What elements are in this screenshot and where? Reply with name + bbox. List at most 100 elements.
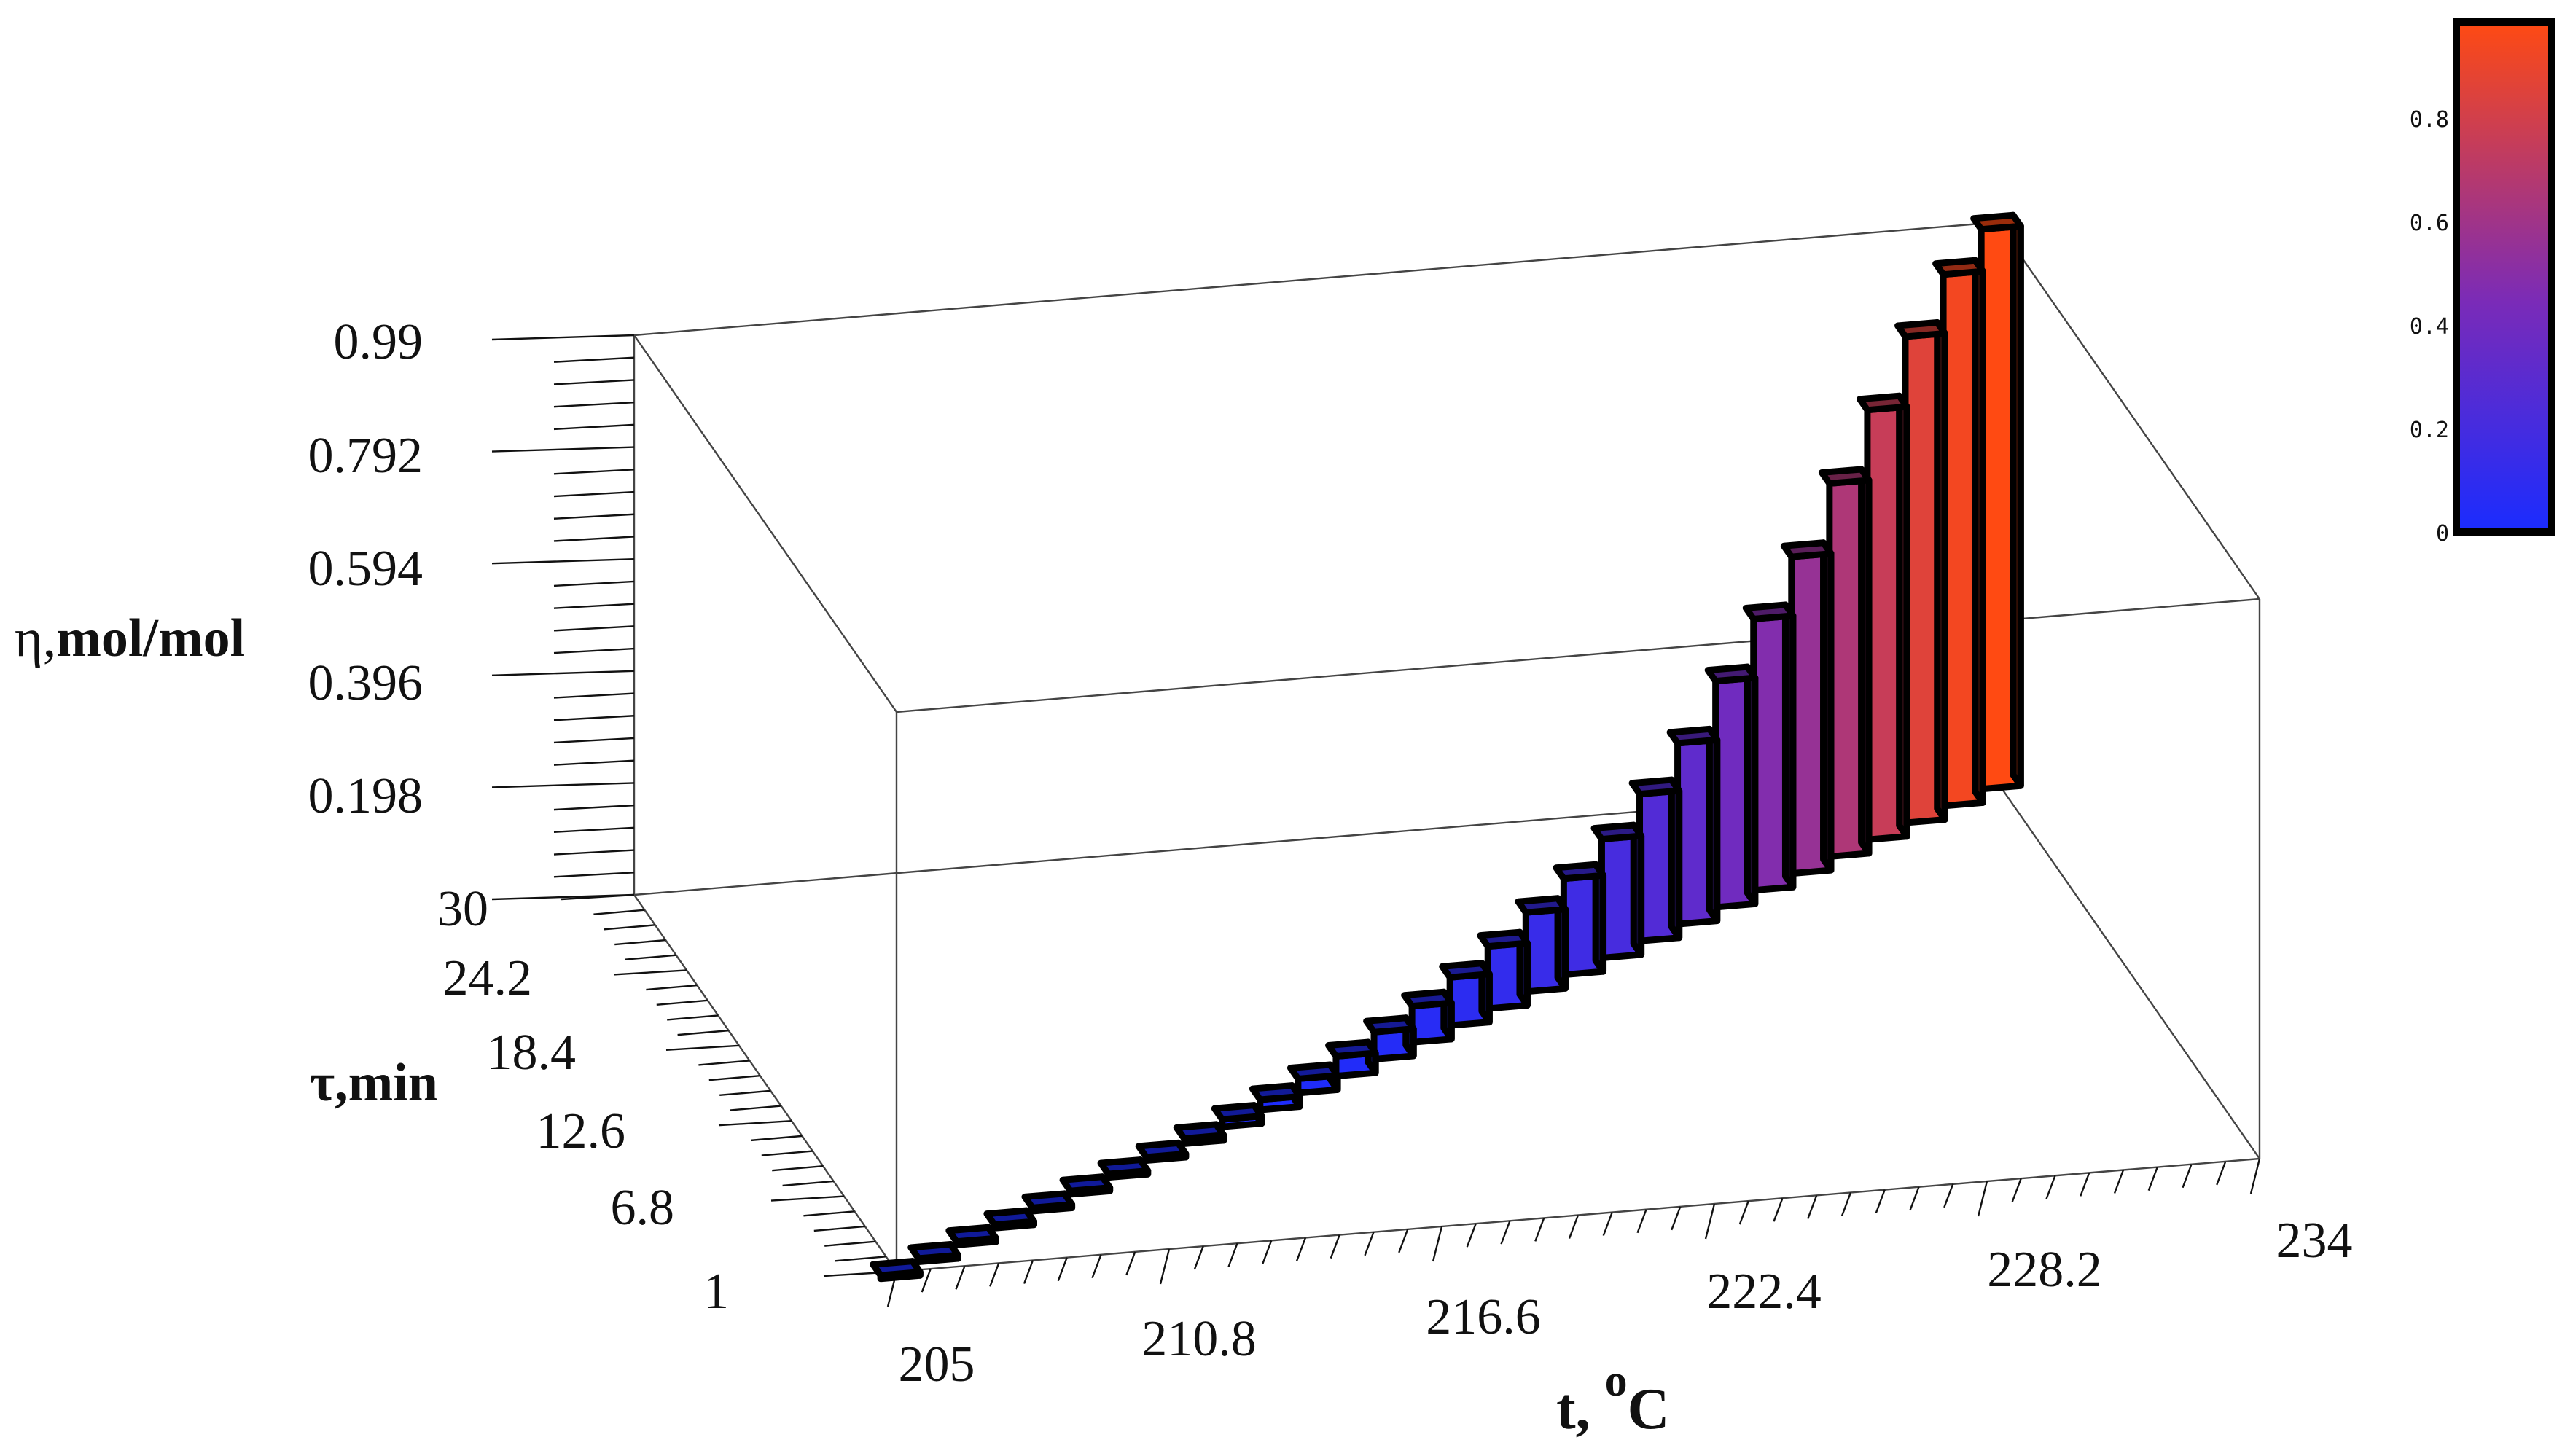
- x-tick-mark: [1534, 1217, 1545, 1242]
- y-tick-mark: [677, 1029, 729, 1036]
- x-tick-mark: [1364, 1232, 1375, 1256]
- y-tick-label: 1: [703, 1264, 729, 1320]
- bar-side-face: [1781, 601, 1797, 891]
- bar: [1742, 601, 1797, 894]
- x-tick-mark: [2182, 1164, 2193, 1189]
- y-tick-label: 12.6: [536, 1103, 626, 1159]
- x-tick-mark: [2045, 1175, 2056, 1199]
- x-tick-mark: [1057, 1257, 1068, 1282]
- bar-top-face: [1249, 1082, 1303, 1103]
- x-tick-label: 234: [2276, 1213, 2353, 1269]
- bar-top-face: [1363, 1014, 1417, 1036]
- x-tick-mark: [1295, 1237, 1307, 1261]
- x-axis-unit: C: [1628, 1377, 1670, 1441]
- bar: [1097, 1156, 1152, 1181]
- x-tick-mark: [2080, 1172, 2090, 1197]
- z-tick-mark: [491, 893, 635, 901]
- bar: [870, 1258, 924, 1283]
- y-tick-mark: [751, 1135, 803, 1142]
- x-tick-mark: [1704, 1203, 1716, 1240]
- bar: [1059, 1173, 1114, 1198]
- box-edge: [1996, 222, 2260, 600]
- x-tick-mark: [1227, 1242, 1238, 1267]
- z-tick-mark: [553, 536, 635, 542]
- y-tick-mark: [803, 1210, 855, 1217]
- bar-top-face: [1742, 601, 1797, 622]
- y-tick-mark: [718, 1120, 792, 1127]
- bar-top-face: [1666, 725, 1721, 747]
- bar-top-face: [1097, 1156, 1152, 1178]
- z-tick-mark: [553, 490, 635, 498]
- y-tick-label: 18.4: [487, 1025, 577, 1081]
- y-tick-mark: [730, 1105, 781, 1111]
- x-tick-mark: [1330, 1234, 1340, 1259]
- z-tick-mark: [553, 872, 635, 878]
- bar-top-face: [945, 1224, 999, 1245]
- data-bars: [870, 211, 2024, 1283]
- x-tick-mark: [1875, 1189, 1886, 1214]
- z-tick-mark: [553, 692, 635, 699]
- y-tick-mark: [698, 1060, 750, 1066]
- bar-top-face: [1059, 1173, 1114, 1194]
- box-edge: [1996, 781, 2260, 1159]
- bar-top-face: [1287, 1061, 1341, 1082]
- x-tick-mark: [1738, 1200, 1749, 1225]
- bar-side-face: [1668, 776, 1683, 942]
- bar-top-face: [1173, 1121, 1227, 1142]
- z-tick-mark: [553, 356, 635, 363]
- x-tick-mark: [921, 1268, 932, 1293]
- z-axis-title: η,mol/mol: [15, 608, 245, 668]
- y-tick-mark: [614, 939, 666, 946]
- y-tick-label: 6.8: [611, 1180, 675, 1236]
- x-tick-mark: [1671, 1206, 1682, 1231]
- y-tick-mark: [719, 1089, 771, 1097]
- bar-top-face: [1211, 1102, 1265, 1123]
- z-tick-mark: [491, 670, 635, 676]
- bar-side-face: [1858, 466, 1873, 857]
- bar-top-face: [1818, 466, 1873, 487]
- x-tick-mark: [1500, 1220, 1511, 1245]
- z-tick-mark: [553, 401, 635, 408]
- y-tick-mark: [772, 1165, 824, 1172]
- z-tick-mark: [553, 603, 635, 609]
- bar: [1780, 539, 1835, 877]
- bar-top-face: [1704, 663, 1759, 685]
- y-tick-mark: [835, 1256, 886, 1262]
- bar-top-face: [1894, 318, 1948, 340]
- bar: [983, 1207, 1038, 1232]
- y-tick-mark: [625, 954, 676, 960]
- z-tick-label: 0.99: [334, 314, 423, 370]
- y-tick-mark: [613, 969, 687, 976]
- bar-top-face: [1856, 392, 1910, 414]
- x-tick-label: 210.8: [1141, 1311, 1257, 1367]
- colorbar-tick-label: 0.8: [2410, 107, 2449, 133]
- x-tick-mark: [1466, 1223, 1477, 1248]
- bar-side-face: [1934, 318, 1948, 823]
- bar-top-face: [983, 1207, 1038, 1229]
- x-tick-mark: [2011, 1178, 2022, 1202]
- bar-side-face: [1972, 257, 1986, 806]
- y-tick-mark: [646, 984, 698, 991]
- z-axis-unit: mol/mol: [56, 608, 245, 668]
- colorbar-tick-label: 0: [2436, 521, 2449, 547]
- x-tick-label: 228.2: [1987, 1242, 2102, 1298]
- x-tick-label: 205: [899, 1336, 975, 1393]
- bar-top-face: [1439, 960, 1493, 981]
- z-tick-mark: [553, 826, 635, 834]
- bar: [1628, 776, 1683, 944]
- bar-top-face: [1970, 211, 2024, 233]
- bar-top-face: [1401, 988, 1455, 1010]
- bar-top-face: [1135, 1139, 1190, 1161]
- z-tick-mark: [553, 715, 635, 721]
- box-edge: [633, 894, 897, 1272]
- bar: [1173, 1121, 1227, 1147]
- y-tick-mark: [665, 1044, 740, 1051]
- bar: [1211, 1102, 1265, 1130]
- axis-ticks: [491, 334, 2261, 1307]
- x-tick-mark: [989, 1262, 1000, 1287]
- bar-top-face: [1325, 1038, 1379, 1060]
- y-tick-mark: [770, 1195, 845, 1202]
- x-tick-mark: [955, 1265, 966, 1290]
- y-tick-mark: [782, 1180, 834, 1187]
